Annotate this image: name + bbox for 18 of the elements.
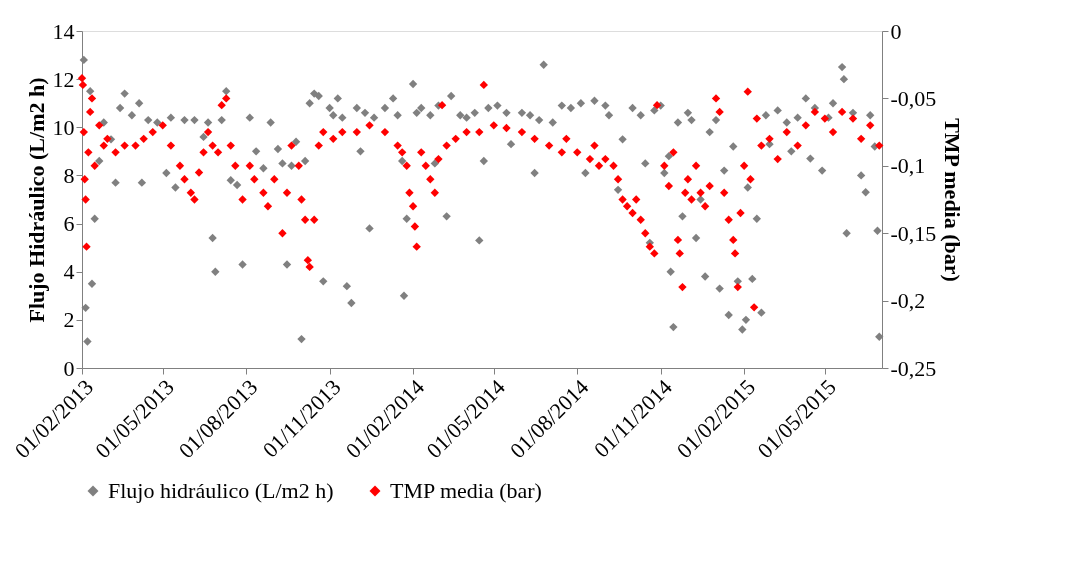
y2-tick-label: -0,25	[890, 355, 937, 381]
y-tick-label: 6	[63, 211, 75, 237]
y2-tick-label: -0,2	[890, 288, 926, 314]
y-tick-label: 14	[52, 18, 75, 44]
legend-label: Flujo hidráulico (L/m2 h)	[108, 478, 334, 503]
y2-tick-label: -0,15	[890, 220, 937, 246]
y2-tick-label: 0	[890, 18, 902, 44]
y-tick-label: 8	[63, 162, 75, 188]
y2-axis-title: TMP media (bar)	[940, 118, 966, 282]
y-tick-label: 4	[63, 259, 75, 285]
y-tick-label: 0	[63, 355, 75, 381]
y2-tick-label: -0,05	[890, 85, 937, 111]
legend-label: TMP media (bar)	[390, 478, 542, 503]
y-tick-label: 12	[52, 66, 75, 92]
y-tick-label: 2	[63, 307, 75, 333]
y-tick-label: 10	[52, 114, 75, 140]
y2-tick-label: -0,1	[890, 153, 926, 179]
y-axis-title: Flujo Hidráulico (L/m2 h)	[23, 77, 49, 323]
